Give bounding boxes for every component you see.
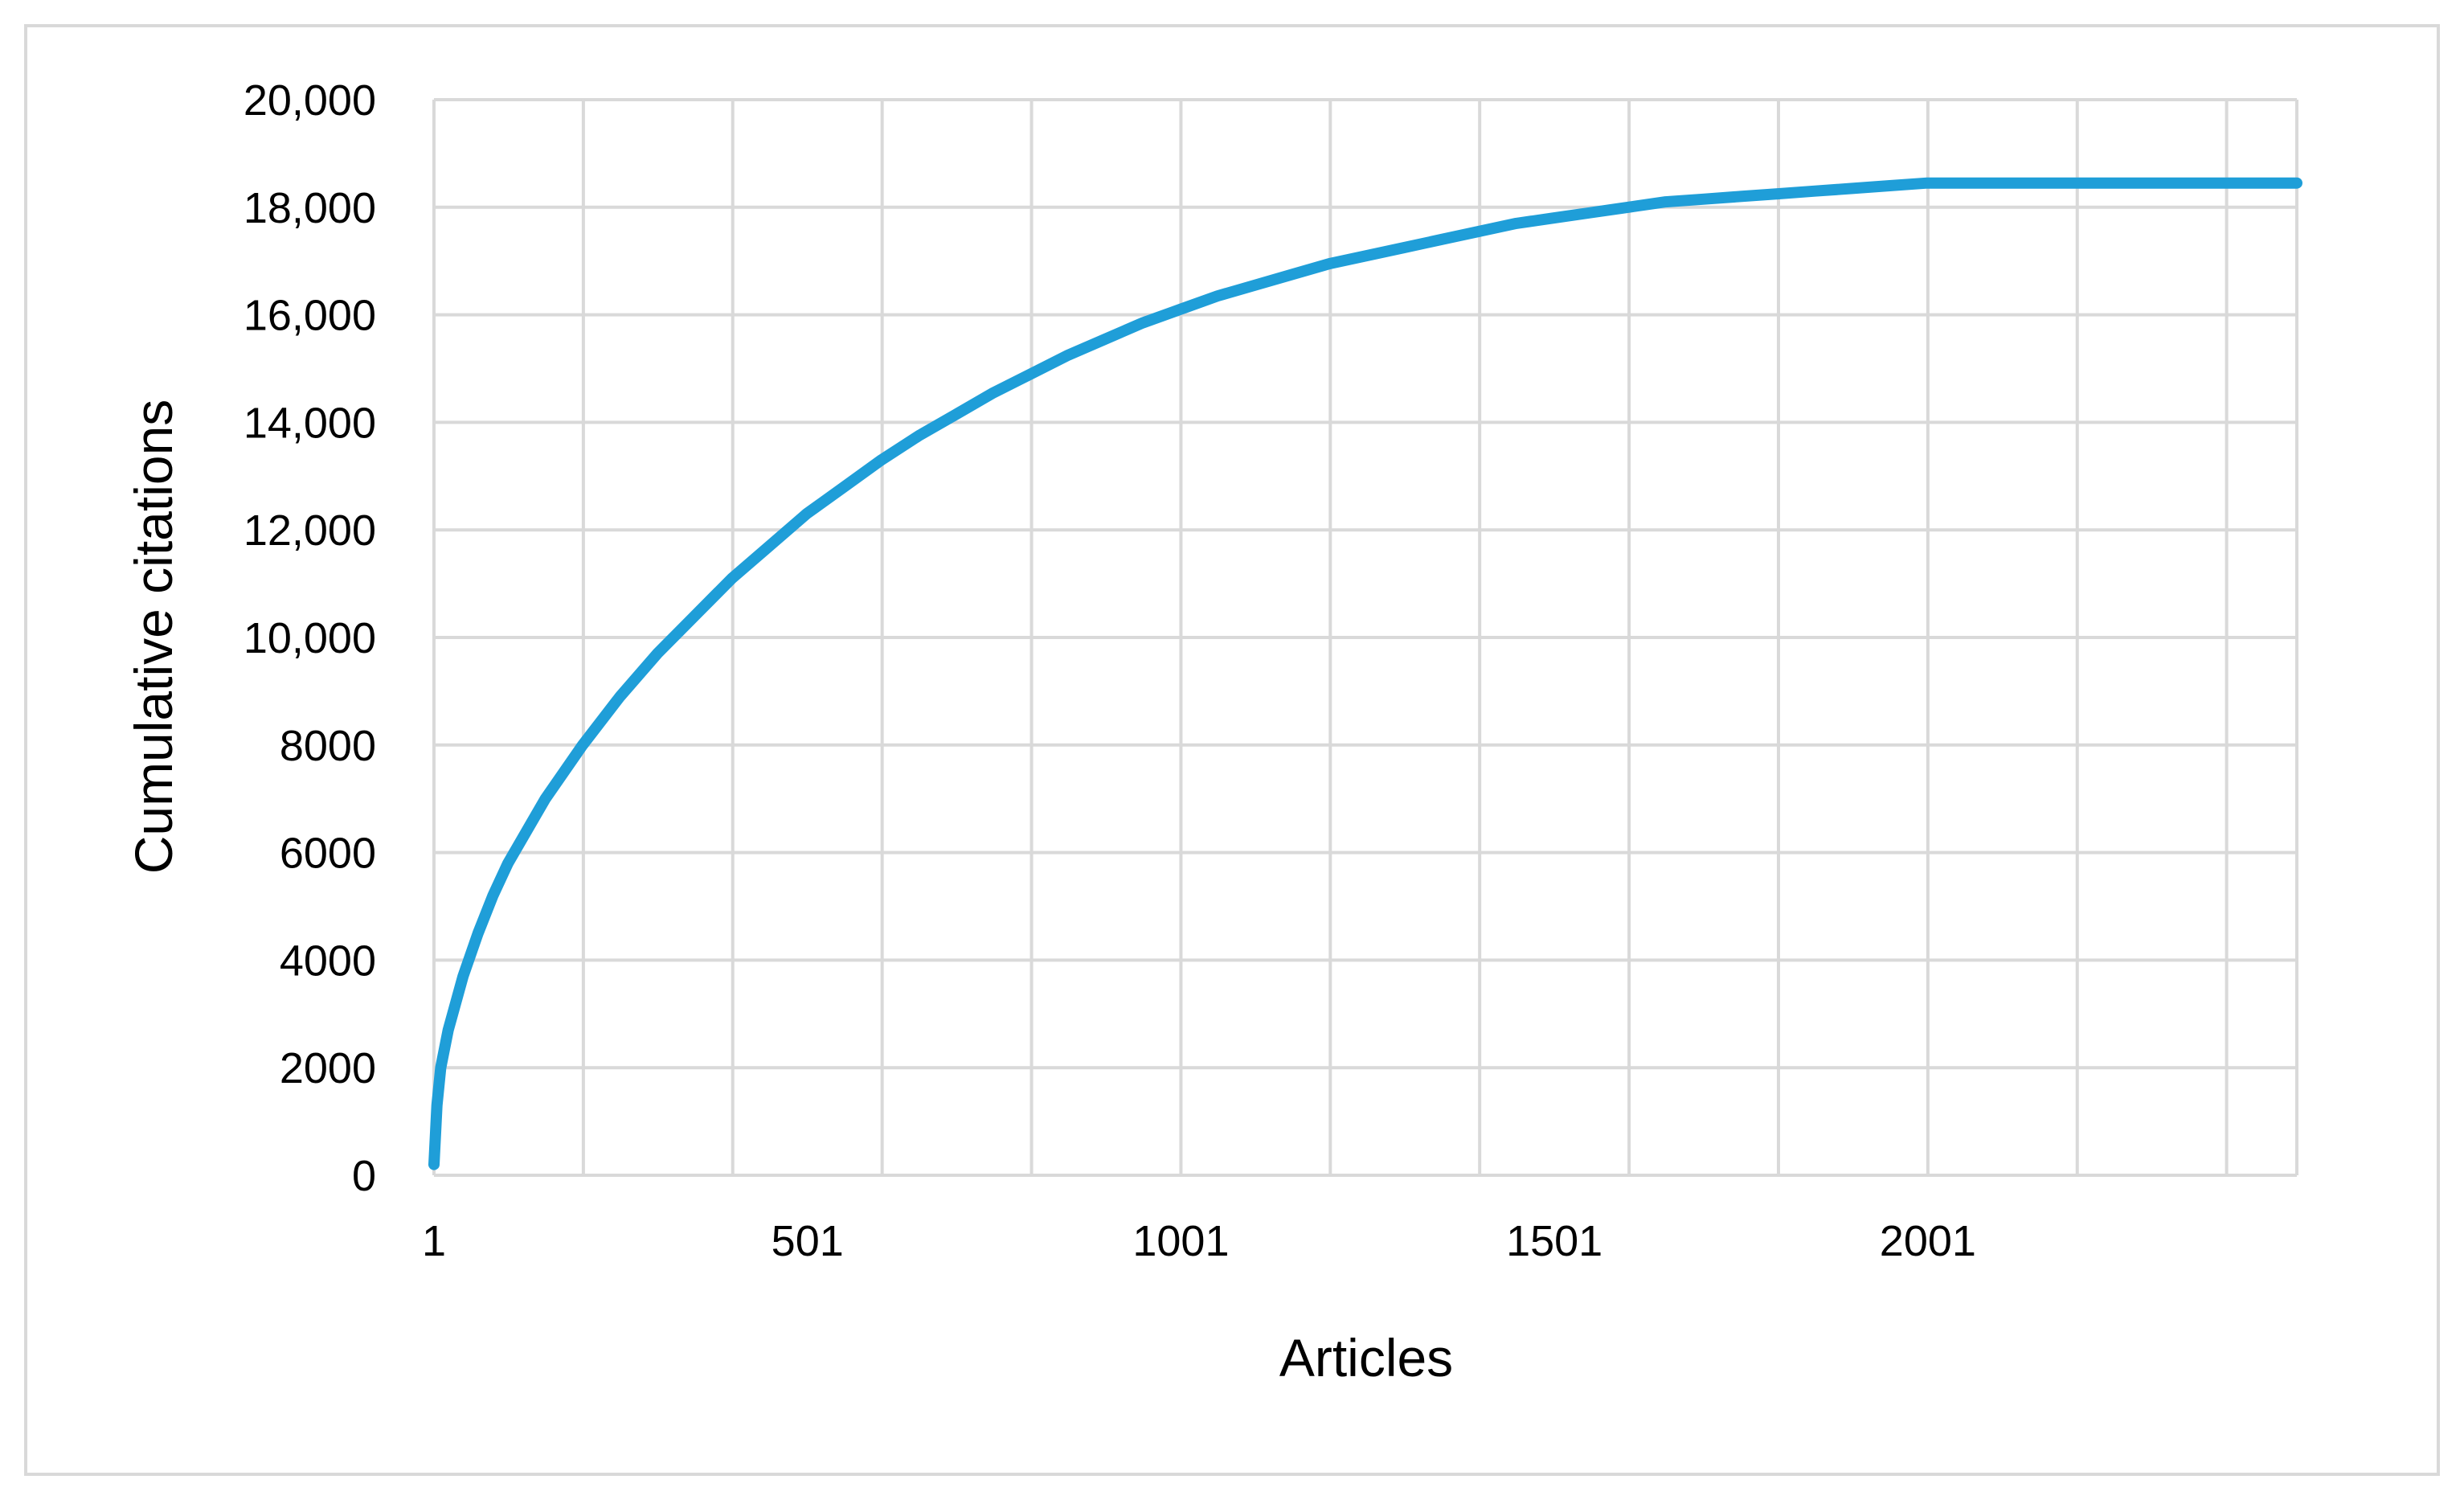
y-tick-label: 8000	[280, 722, 376, 770]
tick-labels: 0 2000 4000 6000 8000 10,000 12,000 14,000 16,00…	[244, 76, 1976, 1265]
x-tick-label: 2001	[1880, 1217, 1976, 1265]
y-tick-label: 20,000	[244, 76, 376, 125]
series-line-0	[428, 177, 2302, 1170]
y-tick-label: 12,000	[244, 506, 376, 555]
y-tick-label: 2000	[280, 1044, 376, 1092]
x-tick-label: 501	[772, 1217, 844, 1265]
y-tick-label: 6000	[280, 830, 376, 878]
y-tick-label: 18,000	[244, 184, 376, 232]
x-axis-title: Articles	[1279, 1328, 1453, 1387]
x-tick-label: 1001	[1132, 1217, 1229, 1265]
x-tick-label: 1	[422, 1217, 446, 1265]
y-axis-title: Cumulative citations	[124, 400, 183, 875]
chart-frame	[24, 24, 2440, 1476]
y-tick-label: 14,000	[244, 399, 376, 447]
y-tick-label: 10,000	[244, 614, 376, 662]
series-layer	[428, 177, 2302, 1170]
y-tick-label: 16,000	[244, 292, 376, 340]
y-tick-label: 0	[352, 1152, 376, 1200]
y-tick-label: 4000	[280, 936, 376, 985]
grid	[432, 98, 2298, 1177]
x-tick-label: 1501	[1506, 1217, 1602, 1265]
